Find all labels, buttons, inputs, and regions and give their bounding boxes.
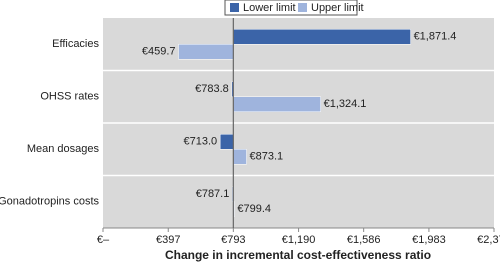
- legend-swatch: [230, 3, 239, 12]
- value-label: €787.1: [196, 188, 230, 200]
- value-label: €799.4: [237, 203, 271, 215]
- legend-box: [224, 0, 358, 16]
- bar: [233, 29, 411, 45]
- bar: [233, 96, 321, 112]
- x-tick-label: €397: [156, 234, 180, 246]
- legend-swatch: [298, 3, 307, 12]
- category-label: Gonadotropins costs: [0, 196, 100, 208]
- x-tick-label: €–: [97, 234, 110, 246]
- x-tick-label: €1,190: [282, 234, 316, 246]
- x-tick-label: €793: [221, 234, 245, 246]
- x-tick-label: €2,379: [477, 234, 500, 246]
- value-label: €873.1: [249, 151, 283, 163]
- value-label: €1,871.4: [414, 31, 457, 43]
- bar: [219, 134, 234, 150]
- value-label: €713.0: [184, 136, 218, 148]
- category-label: Efficacies: [52, 38, 99, 50]
- bar: [233, 149, 247, 165]
- value-label: €783.8: [195, 83, 229, 95]
- legend-label: Upper limit: [311, 2, 364, 14]
- value-label: €1,324.1: [324, 98, 367, 110]
- value-label: €459.7: [142, 46, 176, 58]
- x-axis-title: Change in incremental cost-effectiveness…: [165, 248, 431, 262]
- category-label: Mean dosages: [27, 143, 100, 155]
- legend-label: Lower limit: [243, 2, 296, 14]
- bar: [178, 44, 234, 60]
- category-label: OHSS rates: [40, 91, 99, 103]
- x-tick-label: €1,586: [347, 234, 381, 246]
- x-tick-label: €1,983: [412, 234, 446, 246]
